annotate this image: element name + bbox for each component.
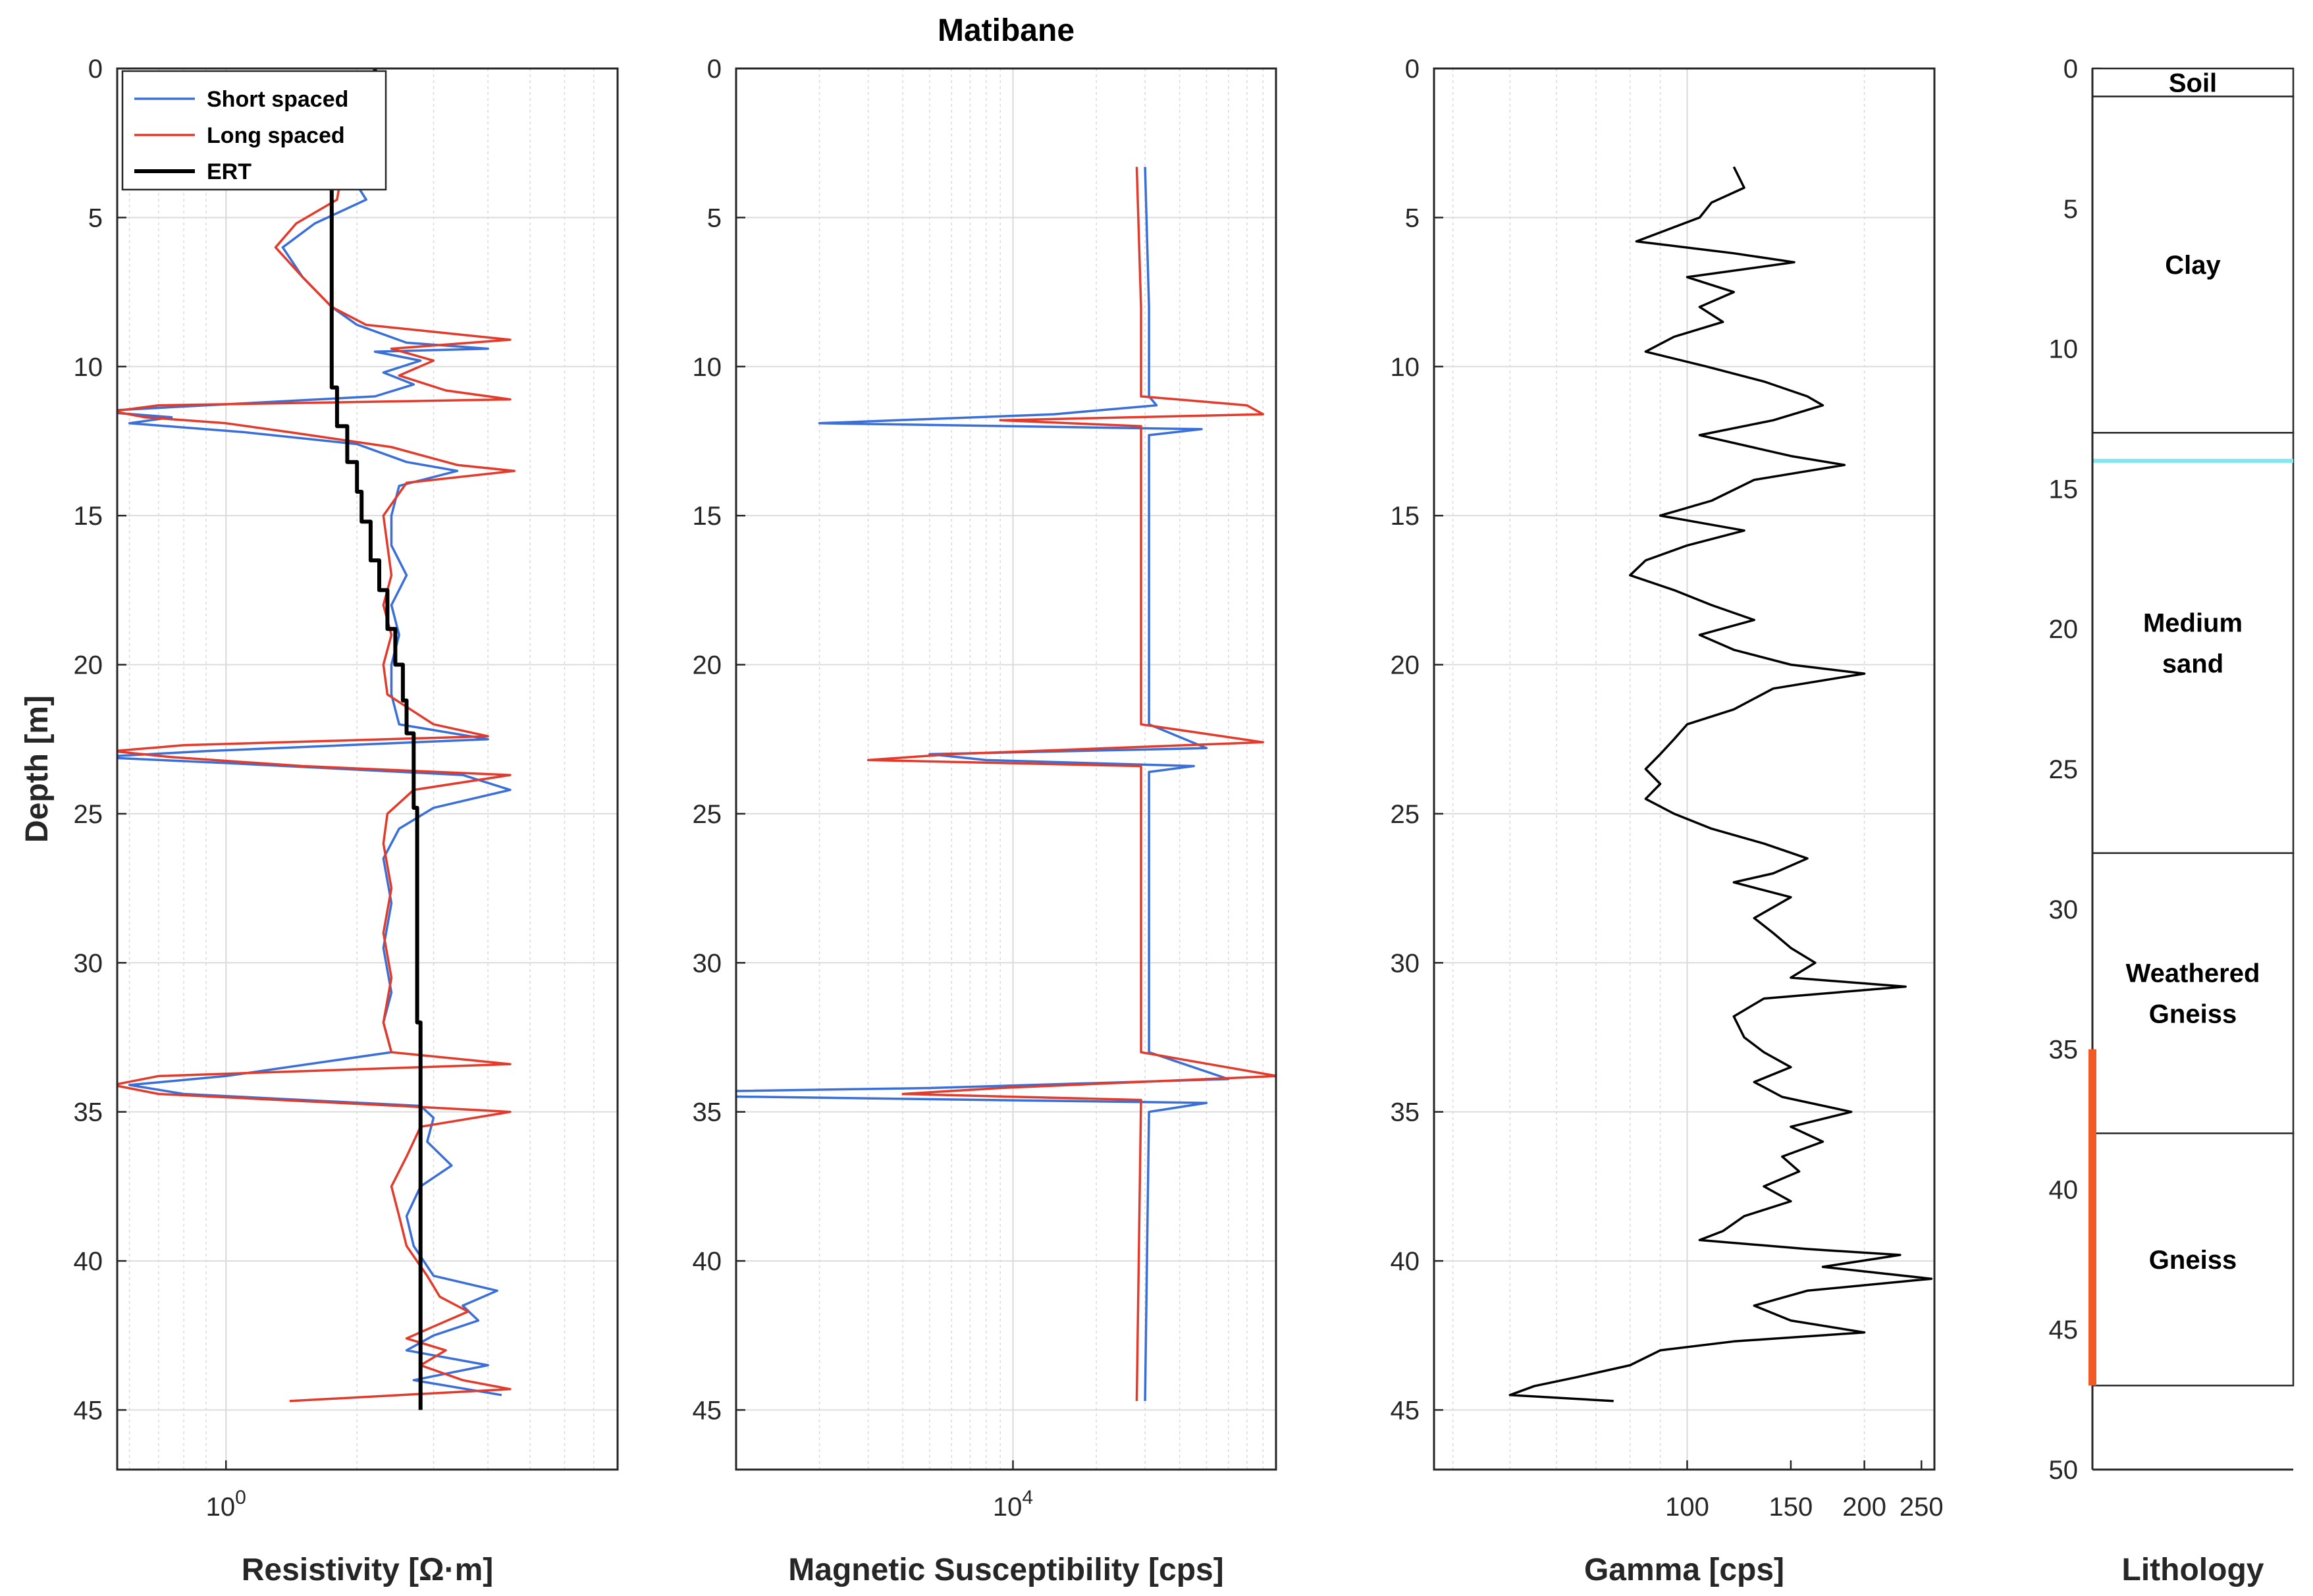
y-tick-label: 5 bbox=[2063, 195, 2078, 224]
y-tick-label: 15 bbox=[1391, 502, 1420, 531]
y-tick-label: 50 bbox=[2049, 1456, 2079, 1485]
y-tick-label: 5 bbox=[88, 203, 103, 232]
y-tick-label: 30 bbox=[74, 949, 103, 978]
x-tick-label: 100 bbox=[206, 1487, 246, 1522]
series-line-long-spaced bbox=[866, 167, 1276, 1401]
series-line-short-spaced bbox=[736, 167, 1230, 1401]
series-line-short-spaced bbox=[117, 169, 512, 1396]
y-tick-label: 5 bbox=[707, 203, 722, 232]
lithology-label: Gneiss bbox=[2149, 999, 2237, 1028]
legend: Short spaced Long spaced ERT bbox=[121, 70, 387, 191]
lithology-layer bbox=[2091, 1132, 2295, 1387]
y-tick-label: 25 bbox=[1391, 800, 1420, 829]
y-tick-label: 40 bbox=[2049, 1175, 2079, 1204]
y-tick-label: 40 bbox=[1391, 1247, 1420, 1276]
y-tick-label: 0 bbox=[1405, 55, 1420, 84]
y-tick-label: 40 bbox=[693, 1247, 722, 1276]
y-axis-label: Depth [m] bbox=[20, 695, 55, 843]
x-tick-label: 200 bbox=[1842, 1493, 1886, 1522]
panel-lithology: 0 5 10 15 20 25 30 35 40 45 50 Soil Clay Medium sand We… bbox=[2049, 55, 2295, 1587]
y-tick-label: 45 bbox=[1391, 1396, 1420, 1425]
y-tick-label: 0 bbox=[707, 55, 722, 84]
panel-gamma: 0 5 10 15 20 25 30 35 40 45 100 150 200 250 Gamma [cps… bbox=[1391, 55, 1944, 1587]
y-tick-label: 30 bbox=[1391, 949, 1420, 978]
y-tick-label: 20 bbox=[2049, 615, 2079, 644]
x-tick-label: 150 bbox=[1769, 1493, 1813, 1522]
series-line-long-spaced bbox=[117, 169, 516, 1402]
y-tick-label: 25 bbox=[2049, 755, 2079, 784]
series-line-gamma bbox=[1508, 166, 1933, 1402]
legend-box bbox=[121, 70, 387, 191]
y-tick-label: 35 bbox=[1391, 1098, 1420, 1127]
lithology-label: Clay bbox=[2165, 251, 2221, 280]
x-tick-label: 250 bbox=[1900, 1493, 1944, 1522]
x-tick-exponent: 4 bbox=[1022, 1487, 1033, 1508]
y-tick-label: 5 bbox=[1405, 203, 1420, 232]
lithology-label: Weathered bbox=[2126, 959, 2260, 988]
y-tick-label: 15 bbox=[693, 502, 722, 531]
legend-label: Short spaced bbox=[207, 87, 348, 112]
y-tick-label: 15 bbox=[2049, 475, 2079, 504]
axes-frame bbox=[735, 67, 1277, 1471]
y-tick-label: 15 bbox=[74, 502, 103, 531]
x-tick-label: 104 bbox=[993, 1487, 1033, 1522]
y-tick-label: 30 bbox=[693, 949, 722, 978]
y-tick-label: 40 bbox=[74, 1247, 103, 1276]
y-tick-label: 45 bbox=[74, 1396, 103, 1425]
y-tick-label: 25 bbox=[74, 800, 103, 829]
lithology-label: Soil bbox=[2169, 68, 2217, 97]
y-tick-label: 35 bbox=[2049, 1036, 2079, 1065]
x-tick-label: 100 bbox=[1665, 1493, 1709, 1522]
lithology-label: Medium bbox=[2143, 608, 2243, 637]
y-tick-label: 10 bbox=[2049, 335, 2079, 364]
y-tick-label: 45 bbox=[693, 1396, 722, 1425]
y-tick-label: 10 bbox=[74, 353, 103, 382]
y-tick-label: 20 bbox=[74, 651, 103, 680]
x-tick-exponent: 0 bbox=[235, 1487, 246, 1508]
axes-frame bbox=[1433, 67, 1936, 1471]
chart-title: Matibane bbox=[938, 13, 1075, 48]
lithology-layer bbox=[2091, 852, 2295, 1134]
y-tick-label: 10 bbox=[693, 353, 722, 382]
y-tick-label: 35 bbox=[693, 1098, 722, 1127]
legend-label: ERT bbox=[207, 159, 252, 184]
lithology-label: sand bbox=[2162, 649, 2223, 678]
x-tick-base: 10 bbox=[993, 1493, 1023, 1522]
x-axis-label: Magnetic Susceptibility [cps] bbox=[788, 1553, 1223, 1587]
y-tick-label: 10 bbox=[1391, 353, 1420, 382]
x-tick-base: 10 bbox=[206, 1493, 236, 1522]
x-axis-label: Gamma [cps] bbox=[1584, 1553, 1784, 1587]
y-tick-label: 20 bbox=[693, 651, 722, 680]
y-tick-label: 30 bbox=[2049, 895, 2079, 924]
x-axis-label: Resistivity [Ω·m] bbox=[242, 1553, 494, 1587]
legend-label: Long spaced bbox=[207, 123, 345, 148]
x-axis-label: Lithology bbox=[2122, 1553, 2264, 1587]
y-tick-label: 35 bbox=[74, 1098, 103, 1127]
y-tick-label: 0 bbox=[2063, 55, 2078, 84]
y-tick-label: 45 bbox=[2049, 1316, 2079, 1344]
axes-frame bbox=[116, 67, 619, 1471]
lithology-label: Gneiss bbox=[2149, 1246, 2237, 1275]
lithology-layer bbox=[2091, 432, 2295, 854]
y-tick-label: 0 bbox=[88, 55, 103, 84]
y-tick-label: 25 bbox=[693, 800, 722, 829]
y-tick-label: 20 bbox=[1391, 651, 1420, 680]
